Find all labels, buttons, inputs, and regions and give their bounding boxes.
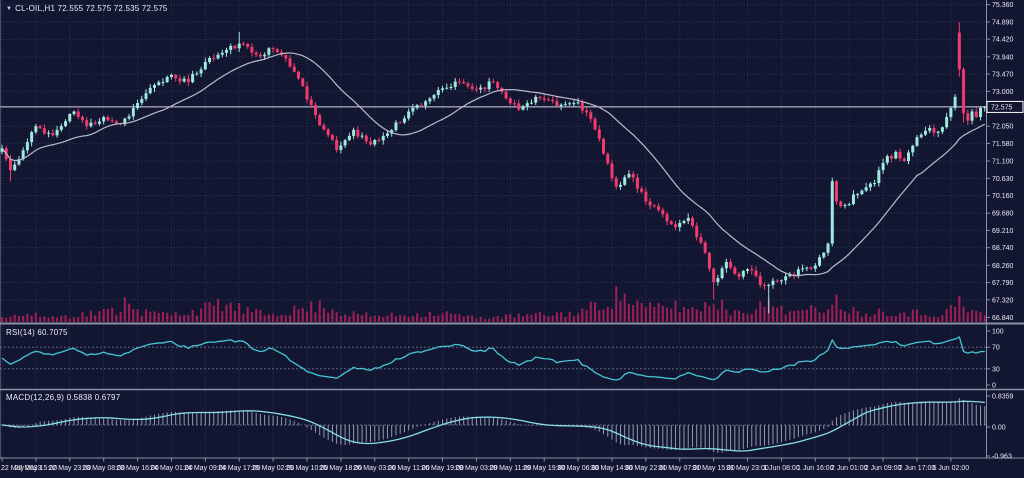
svg-text:1 Jun 08:00: 1 Jun 08:00 <box>763 465 800 472</box>
svg-text:72.575: 72.575 <box>991 104 1013 111</box>
svg-text:26 May 11:00: 26 May 11:00 <box>388 465 430 472</box>
svg-text:30 May 14:00: 30 May 14:00 <box>591 465 634 472</box>
macd-pane <box>1 398 986 453</box>
svg-text:29 May 11:00: 29 May 11:00 <box>489 465 531 472</box>
symbol-ohlc-text: CL-OIL,H1 72.555 72.575 72.535 72.575 <box>15 4 168 13</box>
svg-text:66.840: 66.840 <box>992 315 1014 322</box>
svg-text:-0.963: -0.963 <box>992 454 1012 461</box>
svg-text:2 Jun 09:00: 2 Jun 09:00 <box>865 465 902 472</box>
svg-text:26 May 19:00: 26 May 19:00 <box>421 465 464 472</box>
macd-indicator-label: MACD(12,26,9) 0.5838 0.6797 <box>6 393 121 402</box>
svg-text:67.790: 67.790 <box>992 280 1014 287</box>
svg-text:2 Jun 01:00: 2 Jun 01:00 <box>831 465 868 472</box>
svg-text:68.260: 68.260 <box>992 263 1014 270</box>
svg-text:2 Jun 17:00: 2 Jun 17:00 <box>899 465 936 472</box>
svg-text:69.210: 69.210 <box>992 228 1014 235</box>
svg-text:70: 70 <box>992 345 1000 352</box>
candlesticks <box>0 21 987 314</box>
svg-text:70.160: 70.160 <box>992 193 1014 200</box>
svg-text:30 May 22:00: 30 May 22:00 <box>625 465 668 472</box>
svg-text:0.8359: 0.8359 <box>992 394 1014 401</box>
rsi-indicator-label: RSI(14) 60.7075 <box>6 328 68 337</box>
chevron-down-icon[interactable]: ▼ <box>6 6 13 12</box>
svg-text:25 May 10:00: 25 May 10:00 <box>286 465 329 472</box>
svg-text:72.050: 72.050 <box>992 124 1014 131</box>
svg-text:75.360: 75.360 <box>992 2 1014 9</box>
svg-text:29 May 03:00: 29 May 03:00 <box>455 465 498 472</box>
svg-text:73.940: 73.940 <box>992 54 1014 61</box>
svg-text:68.740: 68.740 <box>992 245 1014 252</box>
svg-text:0: 0 <box>992 383 996 390</box>
svg-text:24 May 09:00: 24 May 09:00 <box>184 465 227 472</box>
svg-text:24 May 17:00: 24 May 17:00 <box>218 465 261 472</box>
volume-bars <box>1 286 986 322</box>
svg-text:23 May 08:00: 23 May 08:00 <box>82 465 125 472</box>
svg-text:31 May 15:00: 31 May 15:00 <box>692 465 735 472</box>
svg-text:67.320: 67.320 <box>992 297 1014 304</box>
svg-text:22 May 23:00: 22 May 23:00 <box>49 465 92 472</box>
svg-text:0.00: 0.00 <box>992 425 1006 432</box>
svg-text:74.890: 74.890 <box>992 19 1014 26</box>
moving-average-line <box>1 52 986 277</box>
svg-text:73.000: 73.000 <box>992 89 1014 96</box>
svg-text:26 May 03:00: 26 May 03:00 <box>354 465 397 472</box>
svg-text:25 May 18:00: 25 May 18:00 <box>320 465 363 472</box>
rsi-pane <box>1 336 985 381</box>
svg-text:25 May 02:00: 25 May 02:00 <box>252 465 295 472</box>
svg-text:30 May 06:00: 30 May 06:00 <box>557 465 600 472</box>
svg-text:23 May 16:00: 23 May 16:00 <box>116 465 159 472</box>
symbol-title[interactable]: ▼ CL-OIL,H1 72.555 72.575 72.535 72.575 <box>6 4 168 14</box>
svg-text:71.100: 71.100 <box>992 159 1014 166</box>
svg-text:22 May 15:00: 22 May 15:00 <box>15 465 58 472</box>
svg-text:29 May 19:00: 29 May 19:00 <box>523 465 566 472</box>
svg-text:71.580: 71.580 <box>992 141 1014 148</box>
svg-text:31 May 07:00: 31 May 07:00 <box>659 465 702 472</box>
svg-text:31 May 23:00: 31 May 23:00 <box>726 465 769 472</box>
svg-text:30: 30 <box>992 366 1000 373</box>
svg-text:5 Jun 02:00: 5 Jun 02:00 <box>933 465 970 472</box>
svg-text:74.420: 74.420 <box>992 37 1014 44</box>
svg-text:70.630: 70.630 <box>992 176 1014 183</box>
svg-text:73.470: 73.470 <box>992 72 1014 79</box>
price-axis[interactable]: 75.360 74.890 74.420 73.940 73.470 73.000 72.0… <box>986 2 1024 461</box>
svg-text:22 May 2023: 22 May 2023 <box>1 465 42 472</box>
pane-separators <box>0 0 1024 459</box>
svg-text:69.680: 69.680 <box>992 211 1014 218</box>
svg-text:100: 100 <box>992 329 1004 336</box>
svg-text:1 Jun 16:00: 1 Jun 16:00 <box>797 465 834 472</box>
svg-text:24 May 01:00: 24 May 01:00 <box>150 465 193 472</box>
